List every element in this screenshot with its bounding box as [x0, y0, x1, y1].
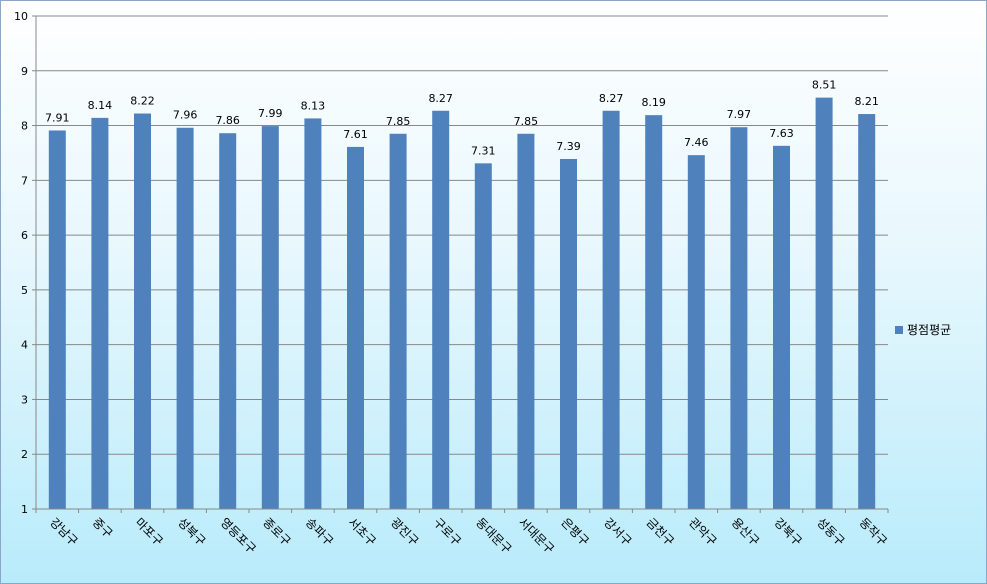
x-tick-label: 종로구 — [260, 515, 293, 548]
y-tick-label: 2 — [21, 448, 28, 461]
x-tick-label: 영등포구 — [218, 515, 259, 556]
data-label: 8.27 — [428, 92, 453, 105]
x-tick-label: 중구 — [90, 515, 116, 541]
data-label: 7.96 — [173, 109, 198, 122]
data-label: 7.91 — [45, 111, 70, 124]
bar — [48, 130, 66, 510]
data-label: 8.27 — [599, 92, 624, 105]
x-tick-label: 송파구 — [303, 515, 336, 548]
x-tick-label: 마포구 — [132, 515, 165, 548]
x-tick-label: 서대문구 — [516, 515, 557, 556]
data-label: 7.97 — [727, 108, 752, 121]
x-tick-label: 강서구 — [601, 515, 634, 548]
data-label: 8.21 — [854, 95, 879, 108]
data-label: 7.31 — [471, 144, 496, 157]
y-tick-label: 7 — [21, 174, 28, 187]
data-label: 7.61 — [343, 128, 368, 141]
data-label: 7.46 — [684, 136, 709, 149]
x-tick-label: 성북구 — [175, 515, 208, 548]
bar — [432, 110, 450, 509]
bar — [645, 115, 663, 510]
data-label: 8.14 — [88, 99, 113, 112]
y-tick-label: 3 — [21, 393, 28, 406]
bar — [474, 163, 492, 509]
x-tick-label: 관악구 — [686, 515, 719, 548]
x-tick-label: 광진구 — [388, 515, 421, 548]
y-tick-label: 1 — [21, 503, 28, 516]
bar — [560, 158, 577, 509]
x-tick-label: 구로구 — [431, 515, 464, 548]
y-tick-label: 9 — [21, 65, 28, 78]
data-label: 7.99 — [258, 107, 283, 120]
bar — [602, 110, 620, 509]
bar — [389, 133, 407, 509]
x-tick-label: 성동구 — [814, 515, 847, 548]
x-tick-label: 서초구 — [345, 515, 378, 548]
data-label: 7.86 — [215, 114, 240, 127]
x-tick-label: 용산구 — [729, 515, 762, 548]
x-tick-label: 강북구 — [771, 515, 804, 548]
bar — [687, 155, 705, 509]
bar — [815, 97, 833, 509]
y-tick-label: 8 — [21, 120, 28, 133]
data-label: 8.22 — [130, 95, 155, 108]
x-tick-label: 강남구 — [47, 515, 80, 548]
data-label: 8.19 — [641, 96, 666, 109]
legend-label: 평점평균 — [907, 323, 952, 337]
x-tick-label: 은평구 — [558, 515, 591, 548]
bar — [773, 145, 790, 509]
bar — [730, 127, 748, 510]
y-tick-label: 4 — [21, 339, 28, 352]
bar — [517, 133, 535, 509]
x-tick-label: 금천구 — [644, 515, 678, 549]
x-tick-label: 동대문구 — [473, 515, 514, 556]
bar — [858, 114, 876, 510]
data-label: 8.13 — [301, 99, 326, 112]
y-tick-label: 5 — [21, 284, 28, 297]
bar — [176, 127, 194, 509]
data-label: 7.85 — [386, 115, 411, 128]
bar — [91, 117, 109, 510]
bar — [219, 133, 237, 510]
bar — [304, 118, 322, 509]
legend: 평점평균 — [895, 321, 951, 338]
data-label: 7.63 — [769, 127, 794, 140]
data-label: 8.51 — [812, 79, 837, 92]
bar — [261, 126, 279, 509]
y-tick-label: 6 — [21, 229, 28, 242]
data-label: 7.39 — [556, 140, 581, 153]
x-tick-label: 동작구 — [857, 515, 890, 548]
y-tick-label: 10 — [14, 10, 28, 23]
bar — [134, 113, 151, 509]
data-label: 7.85 — [514, 115, 539, 128]
legend-swatch — [895, 325, 903, 334]
bar — [347, 146, 364, 509]
